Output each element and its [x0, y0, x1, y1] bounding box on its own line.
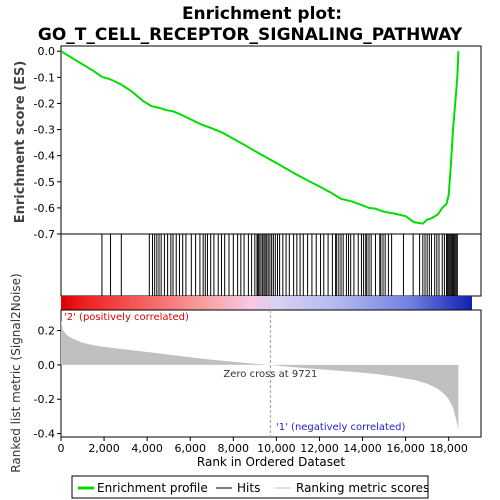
x-tick-label: 16,000 [386, 442, 425, 455]
x-tick-label: 18,000 [429, 442, 468, 455]
legend-ranking-metric-label: Ranking metric scores [296, 481, 429, 495]
hits-panel [60, 233, 482, 297]
metric-y-axis: 0.2 0.0 -0.2 -0.4 [34, 325, 61, 441]
x-tick-label: 0 [58, 442, 65, 455]
es-y-tick-label: -0.5 [34, 176, 55, 189]
hit-lines [101, 234, 458, 296]
metric-y-tick-label: 0.0 [38, 359, 56, 372]
legend-hits-label: Hits [237, 481, 260, 495]
es-y-tick-label: -0.1 [34, 71, 55, 84]
x-tick-label: 8,000 [218, 442, 250, 455]
chart-title-line1: Enrichment plot: [182, 4, 342, 24]
metric-panel: 0.2 0.0 -0.2 -0.4 Zero cross at 9721 '2' (p… [34, 309, 482, 441]
x-tick-label: 14,000 [343, 442, 382, 455]
metric-y-tick-label: -0.2 [34, 393, 55, 406]
rank-color-bar [61, 296, 472, 310]
es-y-tick-label: -0.6 [34, 202, 55, 215]
metric-y-axis-label: Ranked list metric (Signal2Noise) [9, 273, 23, 472]
legend: Enrichment profile Hits Ranking metric s… [71, 475, 429, 499]
x-axis-label: Rank in Ordered Dataset [197, 455, 345, 469]
x-tick-label: 4,000 [131, 442, 163, 455]
x-tick-label: 12,000 [300, 442, 339, 455]
es-y-tick-label: 0.0 [38, 45, 56, 58]
chart-title-line2: GO_T_CELL_RECEPTOR_SIGNALING_PATHWAY [38, 25, 463, 45]
es-y-tick-label: -0.2 [34, 97, 55, 110]
hits-frame [60, 233, 482, 297]
negative-correlation-label: '1' (negatively correlated) [276, 422, 405, 433]
zero-cross-label: Zero cross at 9721 [223, 369, 317, 380]
x-tick-label: 2,000 [88, 442, 120, 455]
metric-y-tick-label: -0.4 [34, 428, 55, 441]
legend-box [71, 475, 429, 499]
es-y-axis-label: Enrichment score (ES) [13, 61, 28, 224]
es-y-axis: 0.0 -0.1 -0.2 -0.3 -0.4 -0.5 -0.6 -0.7 [34, 45, 61, 241]
legend-enrichment-profile-label: Enrichment profile [97, 481, 208, 495]
x-tick-label: 10,000 [257, 442, 296, 455]
es-y-tick-label: -0.4 [34, 150, 55, 163]
positive-correlation-label: '2' (positively correlated) [64, 312, 189, 323]
es-line [60, 50, 460, 225]
metric-y-tick-label: 0.2 [38, 325, 56, 338]
es-panel: 0.0 -0.1 -0.2 -0.3 -0.4 -0.5 -0.6 -0.7 [34, 45, 482, 241]
es-y-tick-label: -0.7 [34, 228, 55, 241]
x-axis: 0 2,000 4,000 6,000 8,000 10,000 12,000 14,000 1… [58, 437, 468, 455]
es-plot-frame [60, 45, 482, 235]
x-tick-label: 6,000 [174, 442, 206, 455]
es-y-tick-label: -0.3 [34, 124, 55, 137]
